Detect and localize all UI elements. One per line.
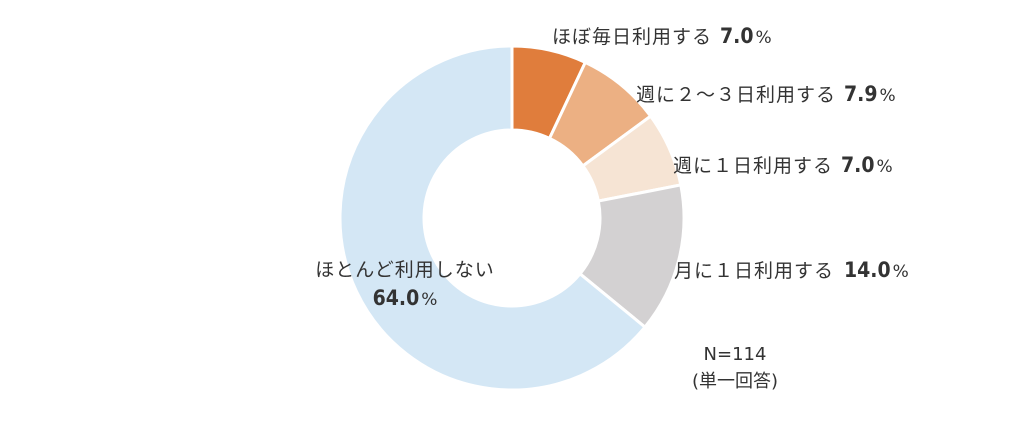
slice-label-2-3-days-unit: % <box>879 86 895 106</box>
slice-label-weekly-value: 7.0 <box>841 153 874 177</box>
slice-label-2-3-days-value: 7.9 <box>844 82 877 106</box>
slice-label-monthly-name: 月に１日利用する <box>674 260 834 282</box>
slice-label-2-3-days-name: 週に２〜３日利用する <box>636 84 836 106</box>
slice-label-daily: ほぼ毎日利用する 7.0% <box>552 24 772 48</box>
donut-slices <box>338 44 686 392</box>
slice-label-rarely-value: 64.0 <box>373 286 420 310</box>
slice-label-monthly: 月に１日利用する 14.0% <box>674 258 909 282</box>
answer-type-note: (単一回答) <box>692 371 778 392</box>
slice-label-monthly-value: 14.0 <box>844 258 891 282</box>
slice-label-rarely-unit: % <box>421 290 437 310</box>
slice-label-daily-name: ほぼ毎日利用する <box>552 26 712 48</box>
slice-rarely <box>338 44 648 392</box>
sample-size-note: N=114 <box>704 344 767 365</box>
slice-label-monthly-unit: % <box>893 262 909 282</box>
slice-label-2-3-days: 週に２〜３日利用する 7.9% <box>636 82 896 106</box>
slice-label-rarely: 64.0% <box>373 286 438 310</box>
slice-label-daily-unit: % <box>755 28 771 48</box>
slice-label-daily-value: 7.0 <box>720 24 753 48</box>
slice-label-rarely-name: ほとんど利用しない <box>315 259 494 281</box>
slice-label-weekly-name: 週に１日利用する <box>673 155 833 177</box>
slice-label-weekly-unit: % <box>876 157 892 177</box>
slice-label-weekly: 週に１日利用する 7.0% <box>673 153 893 177</box>
